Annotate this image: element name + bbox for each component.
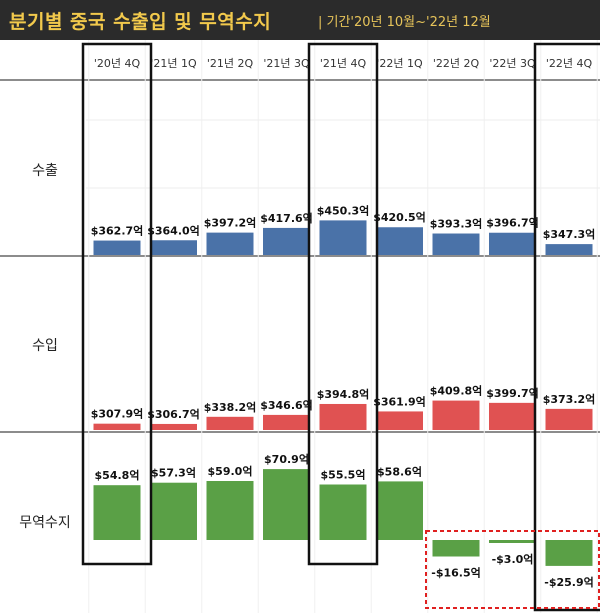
bar xyxy=(545,540,593,566)
data-label: $409.8억 xyxy=(430,385,483,398)
bar xyxy=(263,469,310,540)
bar xyxy=(263,227,310,255)
data-label: -$3.0억 xyxy=(492,553,534,566)
bar xyxy=(489,232,536,255)
data-label: $364.0억 xyxy=(147,224,200,237)
bar xyxy=(545,408,593,430)
data-label: $420.5억 xyxy=(373,211,426,224)
bar xyxy=(376,481,423,540)
title-bar: 분기별 중국 수출입 및 무역수지 | 기간'20년 10월~'22년 12월 xyxy=(0,0,600,40)
bar xyxy=(93,485,141,540)
category-label: '21년 3Q xyxy=(263,57,310,70)
bar xyxy=(319,484,367,540)
negative-balance-highlight xyxy=(425,530,600,609)
category-label: '21년 2Q xyxy=(207,57,254,70)
data-label: $54.8억 xyxy=(95,469,140,482)
bar xyxy=(150,423,197,430)
data-label: $346.6억 xyxy=(260,399,313,412)
chart-title: 분기별 중국 수출입 및 무역수지 xyxy=(9,11,272,33)
category-label: '21년 1Q xyxy=(150,57,197,70)
data-label: $307.9억 xyxy=(91,408,144,421)
bar xyxy=(206,416,254,430)
bar xyxy=(432,233,480,255)
data-label: $373.2억 xyxy=(543,393,596,406)
data-label: $59.0억 xyxy=(208,465,253,478)
bar xyxy=(432,400,480,430)
panel-label: 수출 xyxy=(32,163,58,179)
category-label: '22년 1Q xyxy=(376,57,423,70)
data-label: $393.3억 xyxy=(430,218,483,231)
category-label: '22년 3Q xyxy=(489,57,536,70)
data-label: $361.9억 xyxy=(373,395,426,408)
data-label: $57.3억 xyxy=(151,467,196,480)
data-label: $55.5억 xyxy=(321,469,366,482)
category-label: '21년 4Q xyxy=(320,57,367,70)
data-label: $347.3억 xyxy=(543,228,596,241)
bar xyxy=(206,481,254,540)
data-label: $70.9억 xyxy=(264,453,309,466)
bar xyxy=(93,423,141,430)
bar xyxy=(432,540,480,557)
category-label: '22년 4Q xyxy=(546,57,593,70)
highlight-box xyxy=(81,42,153,566)
panel-label: 무역수지 xyxy=(19,515,71,531)
bar xyxy=(319,403,367,430)
bar xyxy=(376,227,423,255)
data-label: $450.3억 xyxy=(317,204,370,217)
data-label: $362.7억 xyxy=(91,225,144,238)
category-label: '22년 2Q xyxy=(433,57,480,70)
chart-area: '20년 4Q '21년 1Q '21년 2Q '21년 3Q '21년 4Q '22년 … xyxy=(0,40,600,613)
data-label: -$16.5억 xyxy=(431,567,480,580)
bar xyxy=(150,482,197,540)
data-label: $396.7억 xyxy=(486,217,539,230)
chart-subtitle: | 기간'20년 10월~'22년 12월 xyxy=(318,15,491,30)
highlight-box xyxy=(307,42,379,566)
bar xyxy=(206,232,254,255)
highlight-box xyxy=(533,42,600,612)
data-label: $338.2억 xyxy=(204,401,257,414)
bar xyxy=(93,240,141,255)
data-label: $397.2억 xyxy=(204,217,257,230)
bar xyxy=(319,220,367,255)
panel-label: 수입 xyxy=(32,338,58,354)
data-label: $394.8억 xyxy=(317,388,370,401)
data-label: $306.7억 xyxy=(147,408,200,421)
data-label: $417.6억 xyxy=(260,212,313,225)
data-label: $399.7억 xyxy=(486,387,539,400)
category-label: '20년 4Q xyxy=(94,57,141,70)
data-label: $58.6억 xyxy=(377,465,422,478)
bar xyxy=(263,414,310,430)
bar xyxy=(545,244,593,255)
bar xyxy=(150,240,197,255)
data-label: -$25.9억 xyxy=(544,576,593,589)
bar xyxy=(489,540,536,543)
bar xyxy=(376,411,423,430)
bar xyxy=(489,402,536,430)
